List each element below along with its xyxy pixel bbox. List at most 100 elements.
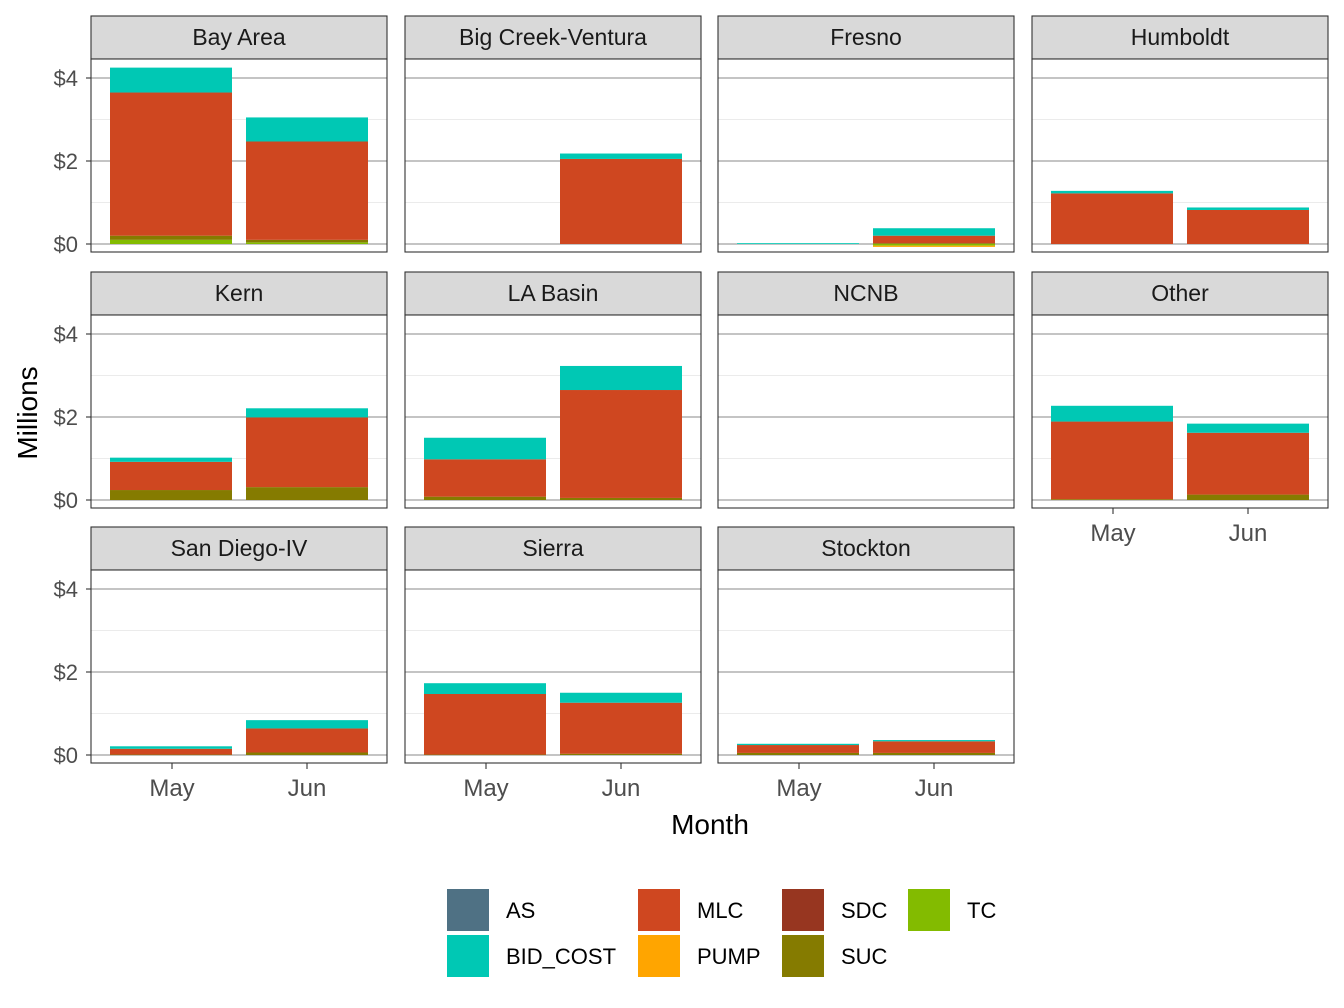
legend-item-sdc: SDC — [782, 889, 888, 931]
legend-item-mlc: MLC — [638, 889, 744, 931]
bar-kern-may-mlc — [110, 461, 232, 491]
legend-label: SUC — [841, 944, 888, 969]
bar-bay-area-jun-bid-cost — [246, 117, 368, 142]
facet-panel-big-creek-ventura: Big Creek-Ventura — [404, 15, 702, 253]
facet-strip-label: LA Basin — [508, 280, 599, 306]
legend-label: AS — [506, 898, 535, 923]
bar-big-creek-ventura-jun-mlc — [560, 158, 682, 244]
y-tick-label: $0 — [54, 232, 78, 257]
facet-strip-label: Sierra — [522, 535, 584, 561]
bar-san-diego-iv-may-bid-cost — [110, 746, 232, 749]
y-tick-label: $0 — [54, 488, 78, 513]
x-tick-label: May — [149, 775, 194, 802]
facet-strip — [404, 271, 702, 316]
bar-la-basin-may-bid-cost — [424, 437, 546, 460]
plot-background — [718, 570, 1014, 763]
facet-strip-label: San Diego-IV — [171, 535, 308, 561]
bar-other-may-suc — [1051, 499, 1173, 500]
bar-humboldt-may-bid-cost — [1051, 190, 1173, 194]
bar-bay-area-may-suc — [110, 235, 232, 240]
facet-strip-label: Big Creek-Ventura — [459, 24, 647, 50]
bar-sierra-may-mlc — [424, 693, 546, 755]
bar-fresno-jun-tc — [873, 244, 995, 246]
panel-border — [717, 569, 1015, 764]
bar-sierra-may-suc — [424, 754, 546, 756]
facet-strip — [90, 526, 388, 571]
bar-fresno-jun-suc — [873, 243, 995, 244]
facet-panel-bay-area: Bay Area $0 $2 $4 — [54, 15, 388, 257]
plot-background — [718, 59, 1014, 252]
panel-border — [90, 569, 388, 764]
bar-stockton-may-suc — [737, 752, 859, 755]
bar-stockton-may-mlc — [737, 745, 859, 753]
legend: AS BID_COST MLC PUMP SDC SUC TC — [447, 889, 996, 977]
facet-strip — [90, 271, 388, 316]
facet-strip-label: Other — [1151, 280, 1209, 306]
facet-strip-label: Kern — [215, 280, 264, 306]
y-tick-label: $4 — [54, 577, 78, 602]
bar-sierra-jun-bid-cost — [560, 692, 682, 703]
bar-other-jun-mlc — [1187, 432, 1309, 495]
bar-bay-area-jun-mlc — [246, 141, 368, 240]
bar-fresno-jun-pump — [873, 245, 995, 247]
panel-border — [1031, 58, 1329, 253]
facet-strip-label: Bay Area — [192, 24, 286, 50]
panel-border — [717, 314, 1015, 509]
facet-panel-fresno: Fresno — [717, 15, 1015, 253]
facet-panels: Bay Area $0 $2 $4 Big Creek-Ventura Fresno Hum… — [54, 15, 1329, 802]
bar-kern-jun-mlc — [246, 417, 368, 488]
x-tick-label: May — [776, 775, 821, 802]
facet-strip — [717, 526, 1015, 571]
legend-key-as — [447, 889, 489, 931]
legend-key-tc — [908, 889, 950, 931]
facet-panel-sierra: Sierra May Jun — [404, 526, 702, 802]
y-tick-label: $0 — [54, 743, 78, 768]
bar-san-diego-iv-jun-bid-cost — [246, 720, 368, 729]
panel-border — [404, 58, 702, 253]
bar-la-basin-may-suc — [424, 496, 546, 500]
panel-border — [90, 314, 388, 509]
bar-other-jun-bid-cost — [1187, 423, 1309, 433]
legend-label: SDC — [841, 898, 888, 923]
bar-la-basin-jun-mlc — [560, 390, 682, 498]
bar-kern-jun-suc — [246, 487, 368, 500]
legend-key-mlc — [638, 889, 680, 931]
y-tick-label: $2 — [54, 405, 78, 430]
plot-background — [718, 315, 1014, 508]
bar-san-diego-iv-may-suc — [110, 754, 232, 756]
facet-strip — [404, 526, 702, 571]
legend-item-tc: TC — [908, 889, 996, 931]
legend-key-bid-cost — [447, 935, 489, 977]
bar-other-may-mlc — [1051, 421, 1173, 500]
legend-label: TC — [967, 898, 996, 923]
facet-panel-ncnb: NCNB — [717, 271, 1015, 509]
facet-strip — [90, 15, 388, 60]
bar-humboldt-may-mlc — [1051, 193, 1173, 244]
bar-sierra-jun-suc — [560, 753, 682, 755]
legend-key-pump — [638, 935, 680, 977]
facet-strip — [1031, 15, 1329, 60]
bar-humboldt-jun-mlc — [1187, 209, 1309, 244]
panel-border — [1031, 314, 1329, 509]
legend-label: PUMP — [697, 944, 761, 969]
y-tick-label: $2 — [54, 660, 78, 685]
bar-bay-area-jun-tc — [246, 242, 368, 244]
bar-other-jun-suc — [1187, 494, 1309, 500]
legend-item-pump: PUMP — [638, 935, 761, 977]
bar-big-creek-ventura-jun-bid-cost — [560, 153, 682, 159]
x-tick-label: Jun — [1229, 520, 1268, 547]
panel-border — [717, 58, 1015, 253]
x-tick-label: May — [463, 775, 508, 802]
legend-item-bid-cost: BID_COST — [447, 935, 616, 977]
bar-fresno-jun-mlc — [873, 235, 995, 244]
y-tick-label: $4 — [54, 322, 78, 347]
bar-bay-area-may-bid-cost — [110, 67, 232, 93]
bar-la-basin-jun-bid-cost — [560, 365, 682, 391]
facet-strip-label: NCNB — [833, 280, 898, 306]
bar-stockton-jun-mlc — [873, 741, 995, 753]
facet-strip — [717, 271, 1015, 316]
bar-san-diego-iv-jun-suc — [246, 752, 368, 755]
y-axis-title: Millions — [12, 366, 43, 459]
x-tick-label: Jun — [602, 775, 641, 802]
